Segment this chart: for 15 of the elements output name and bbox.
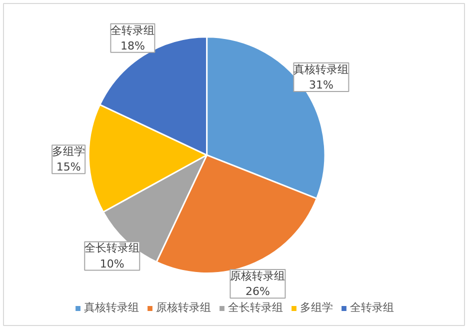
slice-label: 原核转录组	[230, 270, 286, 283]
legend-label: 多组学	[300, 300, 333, 315]
legend-label: 真核转录组	[84, 300, 139, 315]
slice-label: 全转录组	[110, 24, 155, 37]
data-label: 15%	[56, 160, 81, 174]
legend-label: 全转录组	[350, 300, 394, 315]
slice-label: 真核转录组	[294, 62, 349, 76]
legend-label: 全长转录组	[228, 300, 283, 315]
data-label: 26%	[246, 285, 270, 298]
slice-label: 多组学	[52, 145, 86, 158]
slice-label: 全长转录组	[84, 242, 140, 255]
data-label: 10%	[100, 257, 124, 270]
data-label: 31%	[308, 78, 334, 92]
data-label: 18%	[120, 39, 145, 52]
legend-label: 原核转录组	[156, 300, 211, 315]
